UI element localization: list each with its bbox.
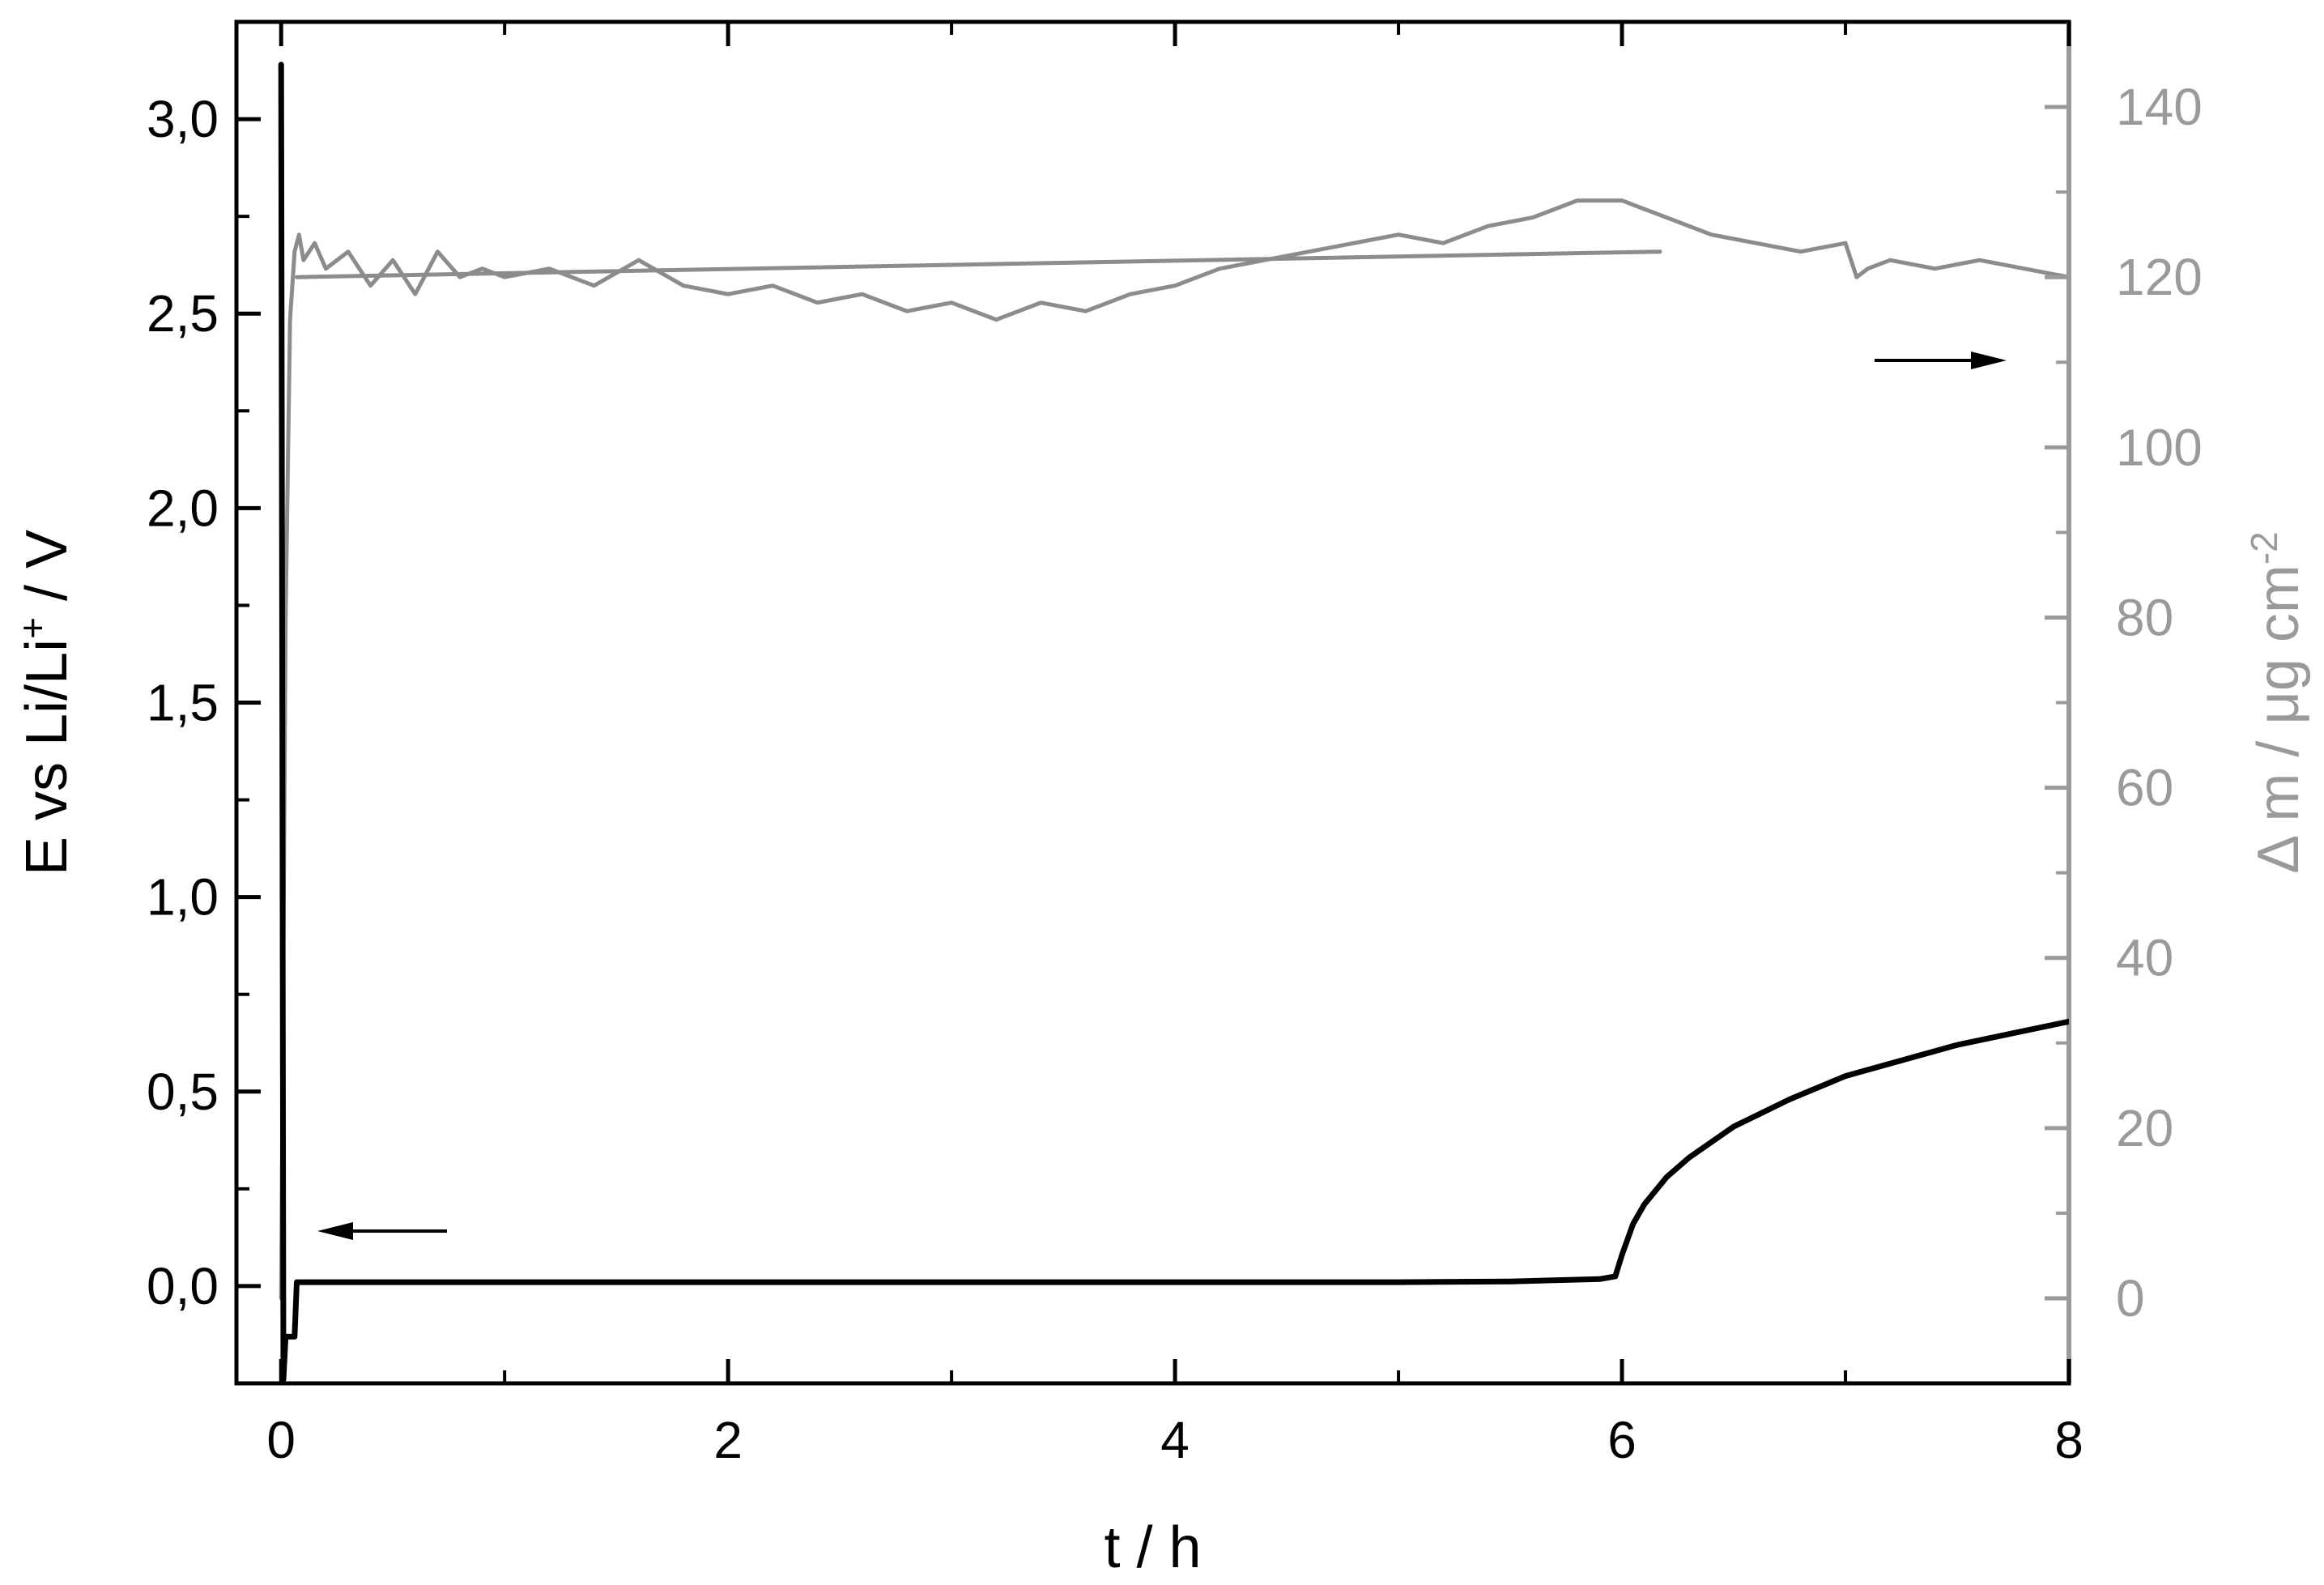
y-left-tick-label: 3,0 bbox=[147, 90, 219, 148]
y-right-tick-label: 60 bbox=[2116, 759, 2173, 817]
arrow-head bbox=[317, 1222, 353, 1240]
y-right-tick-label: 80 bbox=[2116, 588, 2173, 646]
left-axis-arrow bbox=[317, 1222, 447, 1240]
y-left-tick-label: 2,0 bbox=[147, 479, 219, 537]
series-mass-line bbox=[279, 198, 2069, 1301]
y-left-tick-label: 1,5 bbox=[147, 674, 219, 732]
y-axis-left-title-text: E vs Li/Li bbox=[15, 639, 79, 876]
y-axis-right-title: Δ m / μg cm-2 bbox=[2243, 531, 2311, 874]
plot-frame bbox=[234, 19, 2071, 1386]
right-axis-arrow bbox=[1875, 352, 2007, 369]
y-axis-left-title-suffix: / V bbox=[15, 530, 79, 617]
series-potential-line bbox=[278, 62, 2069, 1383]
labels-layer: 0 2 4 6 8 0,0 0,5 1,0 1,5 2,0 2,5 3,0 0 20 40 60 80 100 12… bbox=[147, 78, 2203, 1469]
series-mass-line bbox=[295, 249, 1662, 279]
y-right-tick-label: 0 bbox=[2116, 1269, 2145, 1327]
y-right-tick-label: 140 bbox=[2116, 78, 2203, 136]
y-left-tick-label: 0,0 bbox=[147, 1257, 219, 1315]
y-right-tick-label: 100 bbox=[2116, 418, 2203, 476]
ticks-layer bbox=[236, 22, 2071, 1383]
x-tick-label: 6 bbox=[1607, 1411, 1637, 1469]
x-tick-label: 8 bbox=[2054, 1411, 2084, 1469]
series-layer bbox=[278, 62, 2069, 1383]
x-tick-label: 0 bbox=[266, 1411, 296, 1469]
plot-area bbox=[234, 19, 2071, 1386]
y-axis-left-title: E vs Li/Li+ / V bbox=[11, 530, 79, 876]
y-axis-right-title-text: Δ m / μg cm bbox=[2246, 565, 2311, 874]
x-tick-label: 4 bbox=[1160, 1411, 1190, 1469]
y-left-tick-label: 1,0 bbox=[147, 868, 219, 927]
y-right-tick-label: 40 bbox=[2116, 929, 2173, 987]
y-left-tick-label: 2,5 bbox=[147, 284, 219, 343]
y-axis-right-title-sup: -2 bbox=[2243, 531, 2285, 565]
arrow-head bbox=[1971, 352, 2007, 369]
y-right-tick-label: 120 bbox=[2116, 248, 2203, 306]
y-axis-left-title-sup: + bbox=[11, 617, 53, 639]
x-axis-title: t / h bbox=[1104, 1515, 1201, 1580]
y-left-tick-label: 0,5 bbox=[147, 1063, 219, 1121]
x-tick-label: 2 bbox=[713, 1411, 743, 1469]
y-right-tick-label: 20 bbox=[2116, 1099, 2173, 1157]
